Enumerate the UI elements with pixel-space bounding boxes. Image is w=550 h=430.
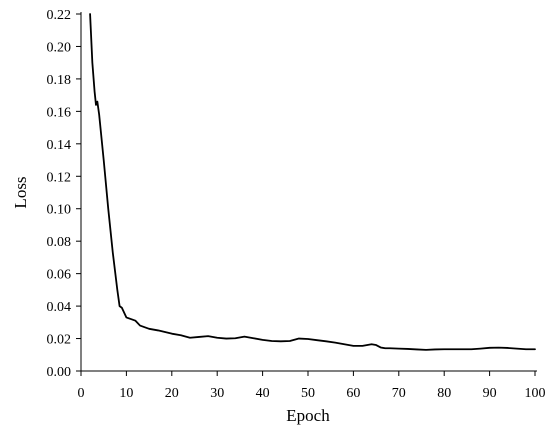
y-axis-ticks: 0.00 0.02 0.04 0.06 0.08 0.10 0.12 0.14 0.16 0.18… bbox=[47, 8, 81, 380]
y-tick-label: 0.06 bbox=[47, 268, 72, 283]
x-tick-label: 90 bbox=[483, 386, 497, 401]
x-axis-title: Epoch bbox=[286, 406, 330, 425]
y-axis-title: Loss bbox=[11, 176, 30, 208]
x-axis-ticks: 0 10 20 30 40 50 60 70 80 90 100 bbox=[78, 371, 546, 401]
y-tick-label: 0.10 bbox=[47, 203, 72, 218]
x-tick-label: 20 bbox=[165, 386, 179, 401]
x-tick-label: 40 bbox=[256, 386, 270, 401]
y-tick-label: 0.02 bbox=[47, 333, 72, 348]
x-tick-label: 50 bbox=[301, 386, 315, 401]
x-tick-label: 100 bbox=[525, 386, 546, 401]
y-tick-label: 0.12 bbox=[47, 170, 72, 185]
y-tick-label: 0.04 bbox=[47, 300, 72, 315]
x-tick-label: 60 bbox=[346, 386, 360, 401]
y-tick-label: 0.16 bbox=[47, 105, 72, 120]
x-tick-label: 80 bbox=[437, 386, 451, 401]
y-tick-label: 0.08 bbox=[47, 235, 72, 250]
x-tick-label: 70 bbox=[392, 386, 406, 401]
x-tick-label: 0 bbox=[78, 386, 85, 401]
y-tick-label: 0.18 bbox=[47, 73, 72, 88]
y-tick-label: 0.14 bbox=[47, 138, 72, 153]
x-tick-label: 30 bbox=[210, 386, 224, 401]
x-tick-label: 10 bbox=[119, 386, 133, 401]
y-tick-label: 0.22 bbox=[47, 8, 72, 23]
loss-series-line bbox=[89, 13, 536, 351]
y-tick-label: 0.20 bbox=[47, 40, 72, 55]
y-tick-label: 0.00 bbox=[47, 365, 72, 380]
